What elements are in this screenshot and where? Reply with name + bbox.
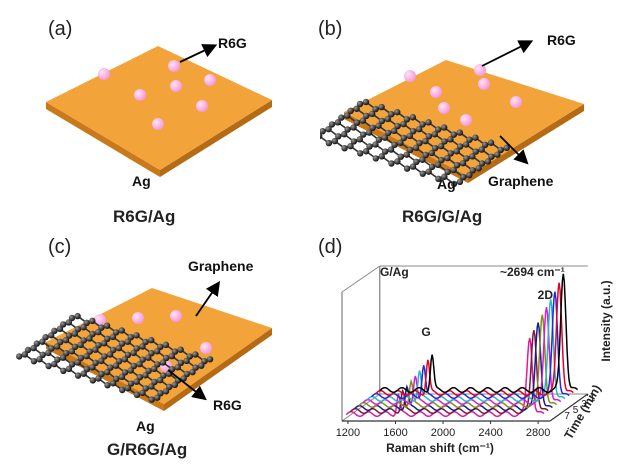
silver-substrate xyxy=(46,46,272,177)
x-tick-label: 2800 xyxy=(526,427,550,439)
panel-c-caption: G/R6G/Ag xyxy=(107,440,188,459)
panel-d-label: (d) xyxy=(318,236,343,258)
panel-a-illustration xyxy=(46,44,272,177)
chart-axes xyxy=(341,265,589,424)
z-tick-label: 7 xyxy=(564,411,570,422)
r6g-pointer-arrow xyxy=(179,44,218,63)
z-tick-label: 5 xyxy=(573,405,579,416)
r6g-molecule xyxy=(152,118,164,130)
r6g-molecule xyxy=(168,60,180,72)
x-tick-label: 1600 xyxy=(383,427,407,439)
2d-peak-label: 2D xyxy=(538,288,554,302)
panel-c-label: (c) xyxy=(48,236,72,258)
panel-c-illustration xyxy=(16,281,272,411)
spectrum-line xyxy=(362,306,562,406)
raman-chart: 1200 1600 2000 2400 2800 Raman shift (cm⁻¹) In… xyxy=(336,265,613,455)
r6g-molecule xyxy=(204,74,216,86)
spectrum-line xyxy=(358,314,558,409)
spectrum-line xyxy=(375,282,574,397)
panel-a-caption: R6G/Ag xyxy=(113,207,176,226)
z-tick-label: 1 xyxy=(590,393,596,404)
r6g-molecule xyxy=(132,312,144,324)
x-tick-label: 2400 xyxy=(478,427,502,439)
x-tick-label: 2000 xyxy=(431,427,455,439)
r6g-molecule xyxy=(170,310,182,322)
graphene-pointer-arrow xyxy=(195,281,221,317)
panel-a-molecule-label: R6G xyxy=(218,35,247,51)
panel-a-label: (a) xyxy=(48,18,73,40)
r6g-molecule xyxy=(134,89,146,101)
chart-title: G/Ag xyxy=(380,265,409,279)
r6g-pointer-arrow xyxy=(167,369,207,401)
r6g-molecule xyxy=(478,78,490,90)
spectrum-line xyxy=(345,337,545,418)
r6g-molecule xyxy=(438,102,450,114)
spectrum-line xyxy=(349,330,549,415)
r6g-molecule xyxy=(474,64,486,76)
panel-b-caption: R6G/G/Ag xyxy=(402,207,483,226)
graphene-pointer-arrow xyxy=(499,135,529,165)
r6g-molecule xyxy=(404,70,416,82)
spectrum-line xyxy=(354,322,553,412)
x-tick-label: 1200 xyxy=(336,427,360,439)
spectrum-line xyxy=(370,291,570,400)
panel-c-molecule-label: R6G xyxy=(213,397,242,413)
2d-position-annotation: ~2694 cm⁻¹ xyxy=(500,265,565,279)
panel-c-sheet-label: Graphene xyxy=(188,258,254,274)
y-axis-label: Intensity (a.u.) xyxy=(599,280,613,361)
panel-b-illustration xyxy=(320,40,584,188)
graphene-sheet xyxy=(16,312,214,403)
x-axis-label: Raman shift (cm⁻¹) xyxy=(386,441,494,455)
r6g-molecule xyxy=(94,314,106,326)
r6g-molecule xyxy=(196,100,208,112)
r6g-molecule xyxy=(510,96,522,108)
r6g-molecule xyxy=(460,114,472,126)
panel-b-substrate-label: Ag xyxy=(437,176,456,192)
r6g-molecule xyxy=(200,342,212,354)
panel-b-label: (b) xyxy=(318,18,343,40)
spectrum-line xyxy=(379,273,579,394)
panel-a-substrate-label: Ag xyxy=(132,173,151,189)
graphene-sheet xyxy=(320,98,510,188)
panel-c-substrate-label: Ag xyxy=(136,418,155,434)
r6g-pointer-arrow xyxy=(481,40,534,67)
r6g-molecule xyxy=(430,86,442,98)
panel-b-sheet-label: Graphene xyxy=(488,173,554,189)
panel-b-molecule-label: R6G xyxy=(547,32,576,48)
g-peak-label: G xyxy=(421,325,430,339)
z-tick-label: 3 xyxy=(581,399,587,410)
spectrum-line xyxy=(366,299,566,403)
r6g-molecule xyxy=(98,68,110,80)
r6g-molecule xyxy=(170,80,182,92)
